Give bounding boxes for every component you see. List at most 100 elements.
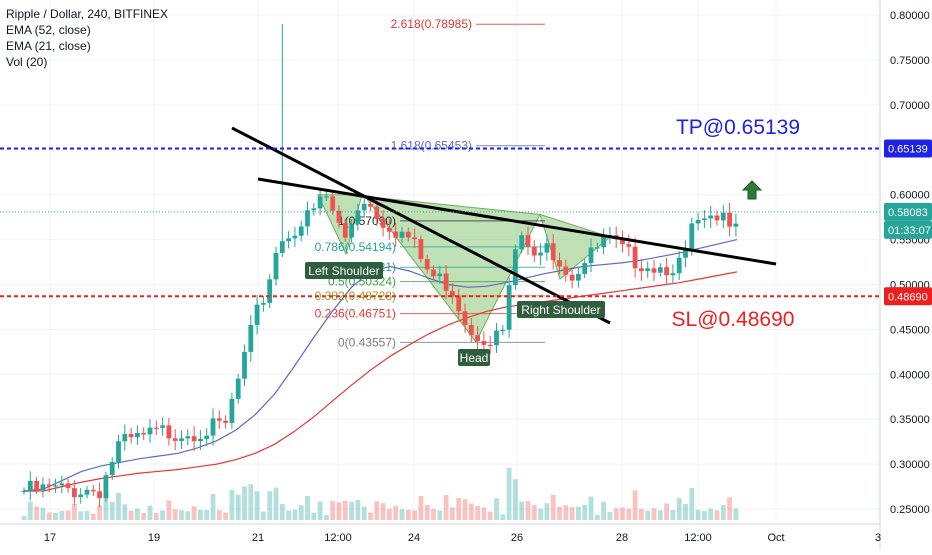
candle [645, 268, 651, 272]
volume-bar [153, 513, 159, 520]
volume-bar [141, 513, 147, 520]
volume-bar [185, 511, 191, 520]
volume-bar [317, 501, 323, 520]
volume-bar [733, 508, 739, 520]
volume-bar [374, 501, 380, 520]
price-tick-label: 0.25000 [890, 504, 930, 516]
price-tick-label: 0.30000 [890, 459, 930, 471]
candle [305, 210, 310, 227]
volume-bar [172, 509, 178, 520]
tp-annotation: TP@0.65139 [676, 116, 800, 139]
candle [160, 425, 165, 428]
volume-bar [683, 503, 688, 520]
candle [733, 223, 739, 227]
candle [122, 433, 128, 442]
candle [330, 196, 336, 211]
price-tag-tp: 0.65139 [888, 144, 928, 156]
volume-bar [324, 515, 329, 520]
volume-bar [412, 510, 417, 520]
volume-bar [210, 493, 216, 520]
candle [582, 263, 588, 274]
volume-bar [103, 492, 109, 520]
volume-bars [21, 467, 739, 520]
volume-bar [437, 510, 443, 520]
price-tick-label: 0.80000 [890, 10, 930, 22]
volume-bar [349, 501, 354, 520]
candle [550, 243, 556, 261]
volume-bar [216, 510, 222, 520]
price-tick-label: 0.35000 [890, 414, 930, 426]
volume-bar [620, 507, 625, 520]
volume-bar [513, 479, 518, 520]
candle [210, 418, 216, 436]
volume-bar [46, 512, 52, 520]
volume-bar [594, 515, 600, 520]
label-head-bg [458, 349, 490, 366]
price-tick-label: 0.60000 [890, 190, 930, 202]
candle [135, 432, 140, 438]
time-tick-label: Oct [767, 532, 784, 544]
price-axis[interactable]: 0.250000.300000.350000.400000.450000.500… [879, 0, 932, 550]
candle [695, 219, 701, 224]
time-tick-label: 21 [252, 532, 264, 544]
candle [727, 212, 732, 227]
candles [21, 24, 739, 507]
candle [349, 224, 354, 238]
sl-annotation: SL@0.48690 [672, 308, 795, 331]
volume-bar [368, 512, 373, 520]
volume-bar [531, 505, 537, 520]
price-tag-sl: 0.48690 [888, 291, 928, 303]
volume-bar [229, 489, 235, 520]
volume-bar [607, 512, 613, 520]
candle [563, 266, 569, 275]
label-left-shoulder-bg [305, 262, 383, 279]
candle [166, 425, 172, 439]
candle [620, 239, 625, 245]
candle [418, 239, 424, 259]
candle [450, 290, 455, 297]
candle [204, 435, 210, 439]
candle [487, 344, 493, 347]
volume-bar [78, 511, 84, 520]
candle [513, 249, 518, 286]
candle [292, 235, 298, 239]
candle [374, 206, 380, 219]
candle [525, 235, 531, 247]
time-tick-label: 19 [148, 532, 160, 544]
time-tick-label: 26 [511, 532, 523, 544]
volume-bar [462, 499, 468, 520]
volume-bar [657, 510, 663, 520]
price-tick-label: 0.40000 [890, 369, 930, 381]
volume-bar [601, 501, 606, 520]
price-tag-last-bg [884, 202, 932, 221]
candle [670, 273, 676, 276]
volume-bar [53, 512, 58, 520]
pattern-region [539, 213, 612, 280]
candle [40, 484, 46, 491]
volume-bar [557, 506, 562, 520]
volume-bar [588, 496, 594, 520]
candle [90, 489, 96, 492]
legend-ema21: EMA (21, close) [6, 39, 91, 53]
volume-bar [336, 502, 342, 520]
volume-bar [695, 509, 701, 520]
candle [267, 279, 273, 303]
volume-bar [651, 508, 657, 520]
volume-bar [475, 506, 480, 520]
volume-bar [676, 498, 682, 520]
volume-bar [393, 505, 399, 520]
candle [84, 489, 90, 495]
candle [172, 438, 178, 441]
volume-bar [109, 501, 115, 520]
candle [147, 427, 153, 435]
volume-bar [223, 512, 228, 520]
volume-bar [431, 508, 436, 520]
fib-label: 0.382(0.48728) [315, 289, 396, 303]
candle [78, 494, 84, 498]
volume-bar [90, 513, 96, 520]
candle [179, 438, 184, 441]
volume-bar [342, 500, 348, 520]
candle [494, 330, 499, 346]
time-axis[interactable]: 17 19 21 12:00 24 26 28 12:00 Oct 3 [0, 523, 881, 544]
candle [72, 488, 77, 498]
